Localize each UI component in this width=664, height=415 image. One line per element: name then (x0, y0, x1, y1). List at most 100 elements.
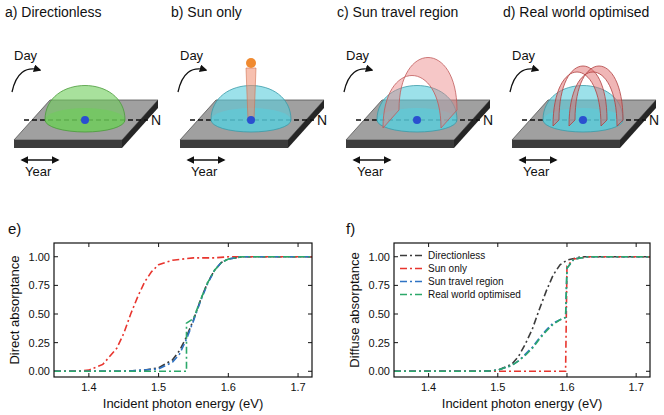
legend-swatch (400, 255, 424, 257)
series-line (54, 257, 312, 372)
illustration-panel: b) Sun onlyNDayYear (171, 4, 327, 179)
sun (246, 58, 256, 68)
legend-swatch (400, 281, 424, 283)
x-tick (636, 243, 637, 247)
x-tick-label: 1.7 (629, 381, 644, 393)
illustration-panel: a) Directionless N Day Year (5, 4, 161, 179)
x-tick-label: 1.5 (490, 381, 505, 393)
slab-front (180, 140, 288, 148)
legend-label: Directionless (428, 250, 485, 261)
y-tick-label: 1.00 (29, 251, 50, 263)
x-tick (228, 243, 229, 247)
illustration-panel: d) Real world optimisedNDayYear (503, 4, 659, 179)
series-group (54, 257, 312, 372)
absorber-dot (413, 116, 421, 124)
year-label: Year (357, 164, 384, 179)
plot-frame (394, 243, 650, 377)
panel-title: d) Real world optimised (503, 4, 649, 20)
x-tick-label: 1.7 (290, 381, 305, 393)
day-label: Day (512, 48, 536, 63)
day-arrow (510, 69, 538, 92)
y-tick-label: 0.00 (369, 365, 390, 377)
day-arrow (344, 69, 372, 92)
legend-swatch (400, 268, 424, 270)
y-axis-title: Diffuse absorptance (347, 252, 362, 367)
series-line (54, 257, 312, 372)
absorber-dot (81, 116, 89, 124)
day-label: Day (346, 48, 370, 63)
north-label: N (151, 112, 161, 128)
legend-item: Sun only (400, 263, 467, 274)
sun-travel-band (383, 58, 457, 129)
series-line (394, 257, 650, 372)
x-tick-label: 1.5 (151, 381, 166, 393)
sun-beam (246, 68, 256, 120)
legend: Directionless Sun only Sun travel region Re… (400, 250, 521, 300)
x-tick-label: 1.6 (221, 381, 236, 393)
sun-path-arch (553, 66, 607, 126)
series-line (394, 257, 650, 372)
legend-label: Real world optimised (428, 289, 521, 300)
north-label: N (649, 112, 659, 128)
legend-item: Sun travel region (400, 276, 504, 287)
legend-label: Sun only (428, 263, 467, 274)
y-tick-label: 0.75 (29, 279, 50, 291)
year-label: Year (25, 164, 52, 179)
year-arrow (520, 159, 556, 160)
series-line (54, 257, 312, 372)
illustration-panel: c) Sun travel region N Day Year (337, 4, 493, 179)
panel-letter: e) (8, 220, 21, 237)
y-tick-label: 0.75 (369, 279, 390, 291)
y-tick-label: 1.00 (369, 251, 390, 263)
year-arrow (188, 159, 224, 160)
sun-path-arch (569, 66, 623, 126)
absorber-dot (247, 116, 255, 124)
x-tick (88, 373, 89, 377)
y-tick-label: 0.50 (29, 308, 50, 320)
year-arrow (354, 159, 390, 160)
x-tick (158, 373, 159, 377)
series-line (394, 257, 650, 372)
north-label: N (483, 112, 493, 128)
y-tick (394, 256, 398, 257)
x-tick (428, 243, 429, 247)
slab-front (346, 140, 454, 148)
day-label: Day (14, 48, 38, 63)
x-tick (428, 373, 429, 377)
x-tick (566, 373, 567, 377)
series-line (394, 257, 650, 372)
year-arrow (22, 159, 58, 160)
x-tick (566, 243, 567, 247)
absorption-dome (45, 86, 125, 133)
chart: f) 1.4 1.5 1.6 1.7 0.00 0.25 0.50 0.75 1.00 Incide… (346, 220, 650, 411)
x-tick (298, 373, 299, 377)
y-tick-label: 0.25 (369, 337, 390, 349)
chart: e)1.41.51.61.70.000.250.500.751.00Incide… (7, 220, 313, 411)
y-tick (394, 342, 398, 343)
day-arrow (178, 69, 206, 92)
legend-swatch (400, 294, 424, 296)
y-axis-title: Direct absorptance (7, 255, 22, 364)
x-axis-title: Incident photon energy (eV) (442, 396, 602, 411)
x-tick-label: 1.6 (559, 381, 574, 393)
x-tick (497, 373, 498, 377)
x-tick-label: 1.4 (421, 381, 436, 393)
panel-letter: f) (346, 220, 355, 237)
day-label: Day (180, 48, 204, 63)
figure: a) DirectionlessNDayYearb) Sun onlyNDayY… (0, 0, 664, 415)
x-tick (497, 243, 498, 247)
panel-title: a) Directionless (5, 4, 101, 20)
series-line (54, 257, 312, 372)
x-tick (636, 373, 637, 377)
plot-frame (54, 243, 312, 377)
y-tick-label: 0.25 (29, 337, 50, 349)
panel-title: b) Sun only (171, 4, 242, 20)
x-tick (158, 243, 159, 247)
legend-item: Real world optimised (400, 289, 521, 300)
absorber-dot (579, 116, 587, 124)
x-axis-title: Incident photon energy (eV) (103, 396, 263, 411)
y-tick-label: 0.50 (369, 308, 390, 320)
panel-title: c) Sun travel region (337, 4, 458, 20)
y-tick (394, 314, 398, 315)
x-tick-label: 1.4 (81, 381, 96, 393)
